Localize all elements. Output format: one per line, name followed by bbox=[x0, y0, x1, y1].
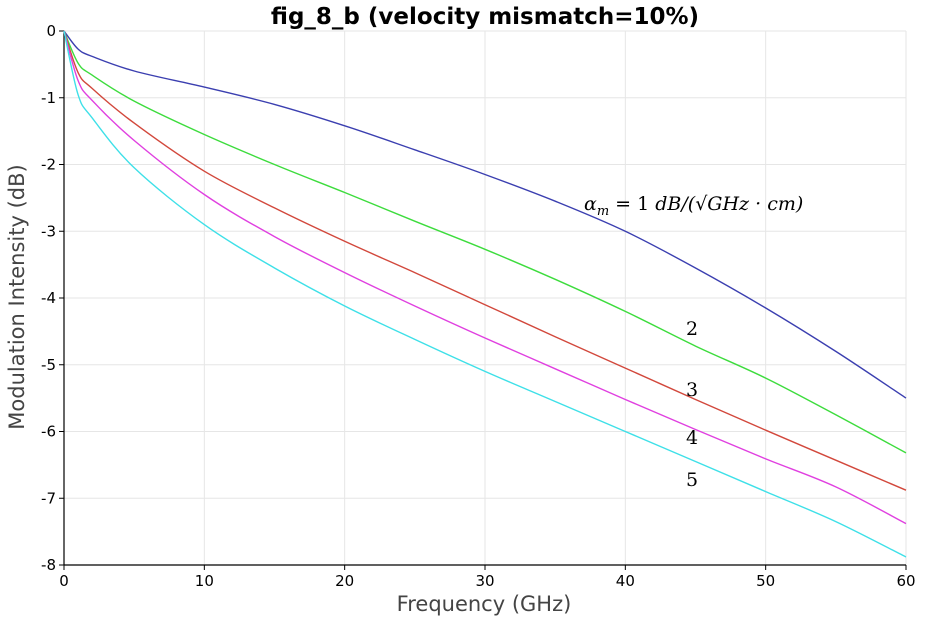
alpha-symbol: α bbox=[584, 193, 597, 215]
series-line-2 bbox=[63, 30, 907, 454]
alpha-units: dB/(√GHz · cm) bbox=[655, 193, 803, 215]
series-label-4: 4 bbox=[686, 427, 698, 449]
x-axis-label: Frequency (GHz) bbox=[397, 592, 572, 616]
series-line-5 bbox=[63, 30, 907, 558]
y-tick-label: -6 bbox=[41, 423, 56, 441]
series-label-5: 5 bbox=[686, 469, 698, 491]
series-group bbox=[63, 30, 907, 558]
series-label-3: 3 bbox=[686, 379, 698, 401]
series-line-3 bbox=[63, 30, 907, 491]
grid bbox=[64, 30, 907, 565]
x-ticks: 0 10 20 30 40 50 60 bbox=[59, 565, 916, 590]
y-tick-label: -1 bbox=[41, 89, 56, 107]
x-tick-label: 0 bbox=[59, 572, 69, 590]
y-tick-label: -7 bbox=[41, 489, 56, 507]
x-tick-label: 60 bbox=[896, 572, 915, 590]
series-label-2: 2 bbox=[686, 318, 698, 340]
y-tick-label: -3 bbox=[41, 222, 56, 240]
alpha-equals: = 1 bbox=[615, 193, 655, 215]
y-ticks: 0 -1 -2 -3 -4 -5 -6 -7 -8 bbox=[41, 22, 64, 574]
y-tick-label: -8 bbox=[41, 556, 56, 574]
series-line-1 bbox=[63, 30, 907, 399]
x-tick-label: 20 bbox=[335, 572, 354, 590]
y-tick-label: -2 bbox=[41, 156, 56, 174]
y-axis-label: Modulation Intensity (dB) bbox=[5, 164, 29, 429]
series-line-4 bbox=[63, 30, 907, 525]
y-tick-label: -4 bbox=[41, 289, 56, 307]
y-tick-label: 0 bbox=[46, 22, 56, 40]
y-tick-label: -5 bbox=[41, 356, 56, 374]
chart-title: fig_8_b (velocity mismatch=10%) bbox=[271, 4, 699, 30]
alpha-subscript: m bbox=[597, 204, 609, 219]
x-tick-label: 40 bbox=[616, 572, 635, 590]
alpha-annotation: αm = 1 dB/(√GHz · cm) bbox=[584, 193, 803, 219]
x-tick-label: 30 bbox=[475, 572, 494, 590]
x-tick-label: 10 bbox=[195, 572, 214, 590]
x-tick-label: 50 bbox=[756, 572, 775, 590]
